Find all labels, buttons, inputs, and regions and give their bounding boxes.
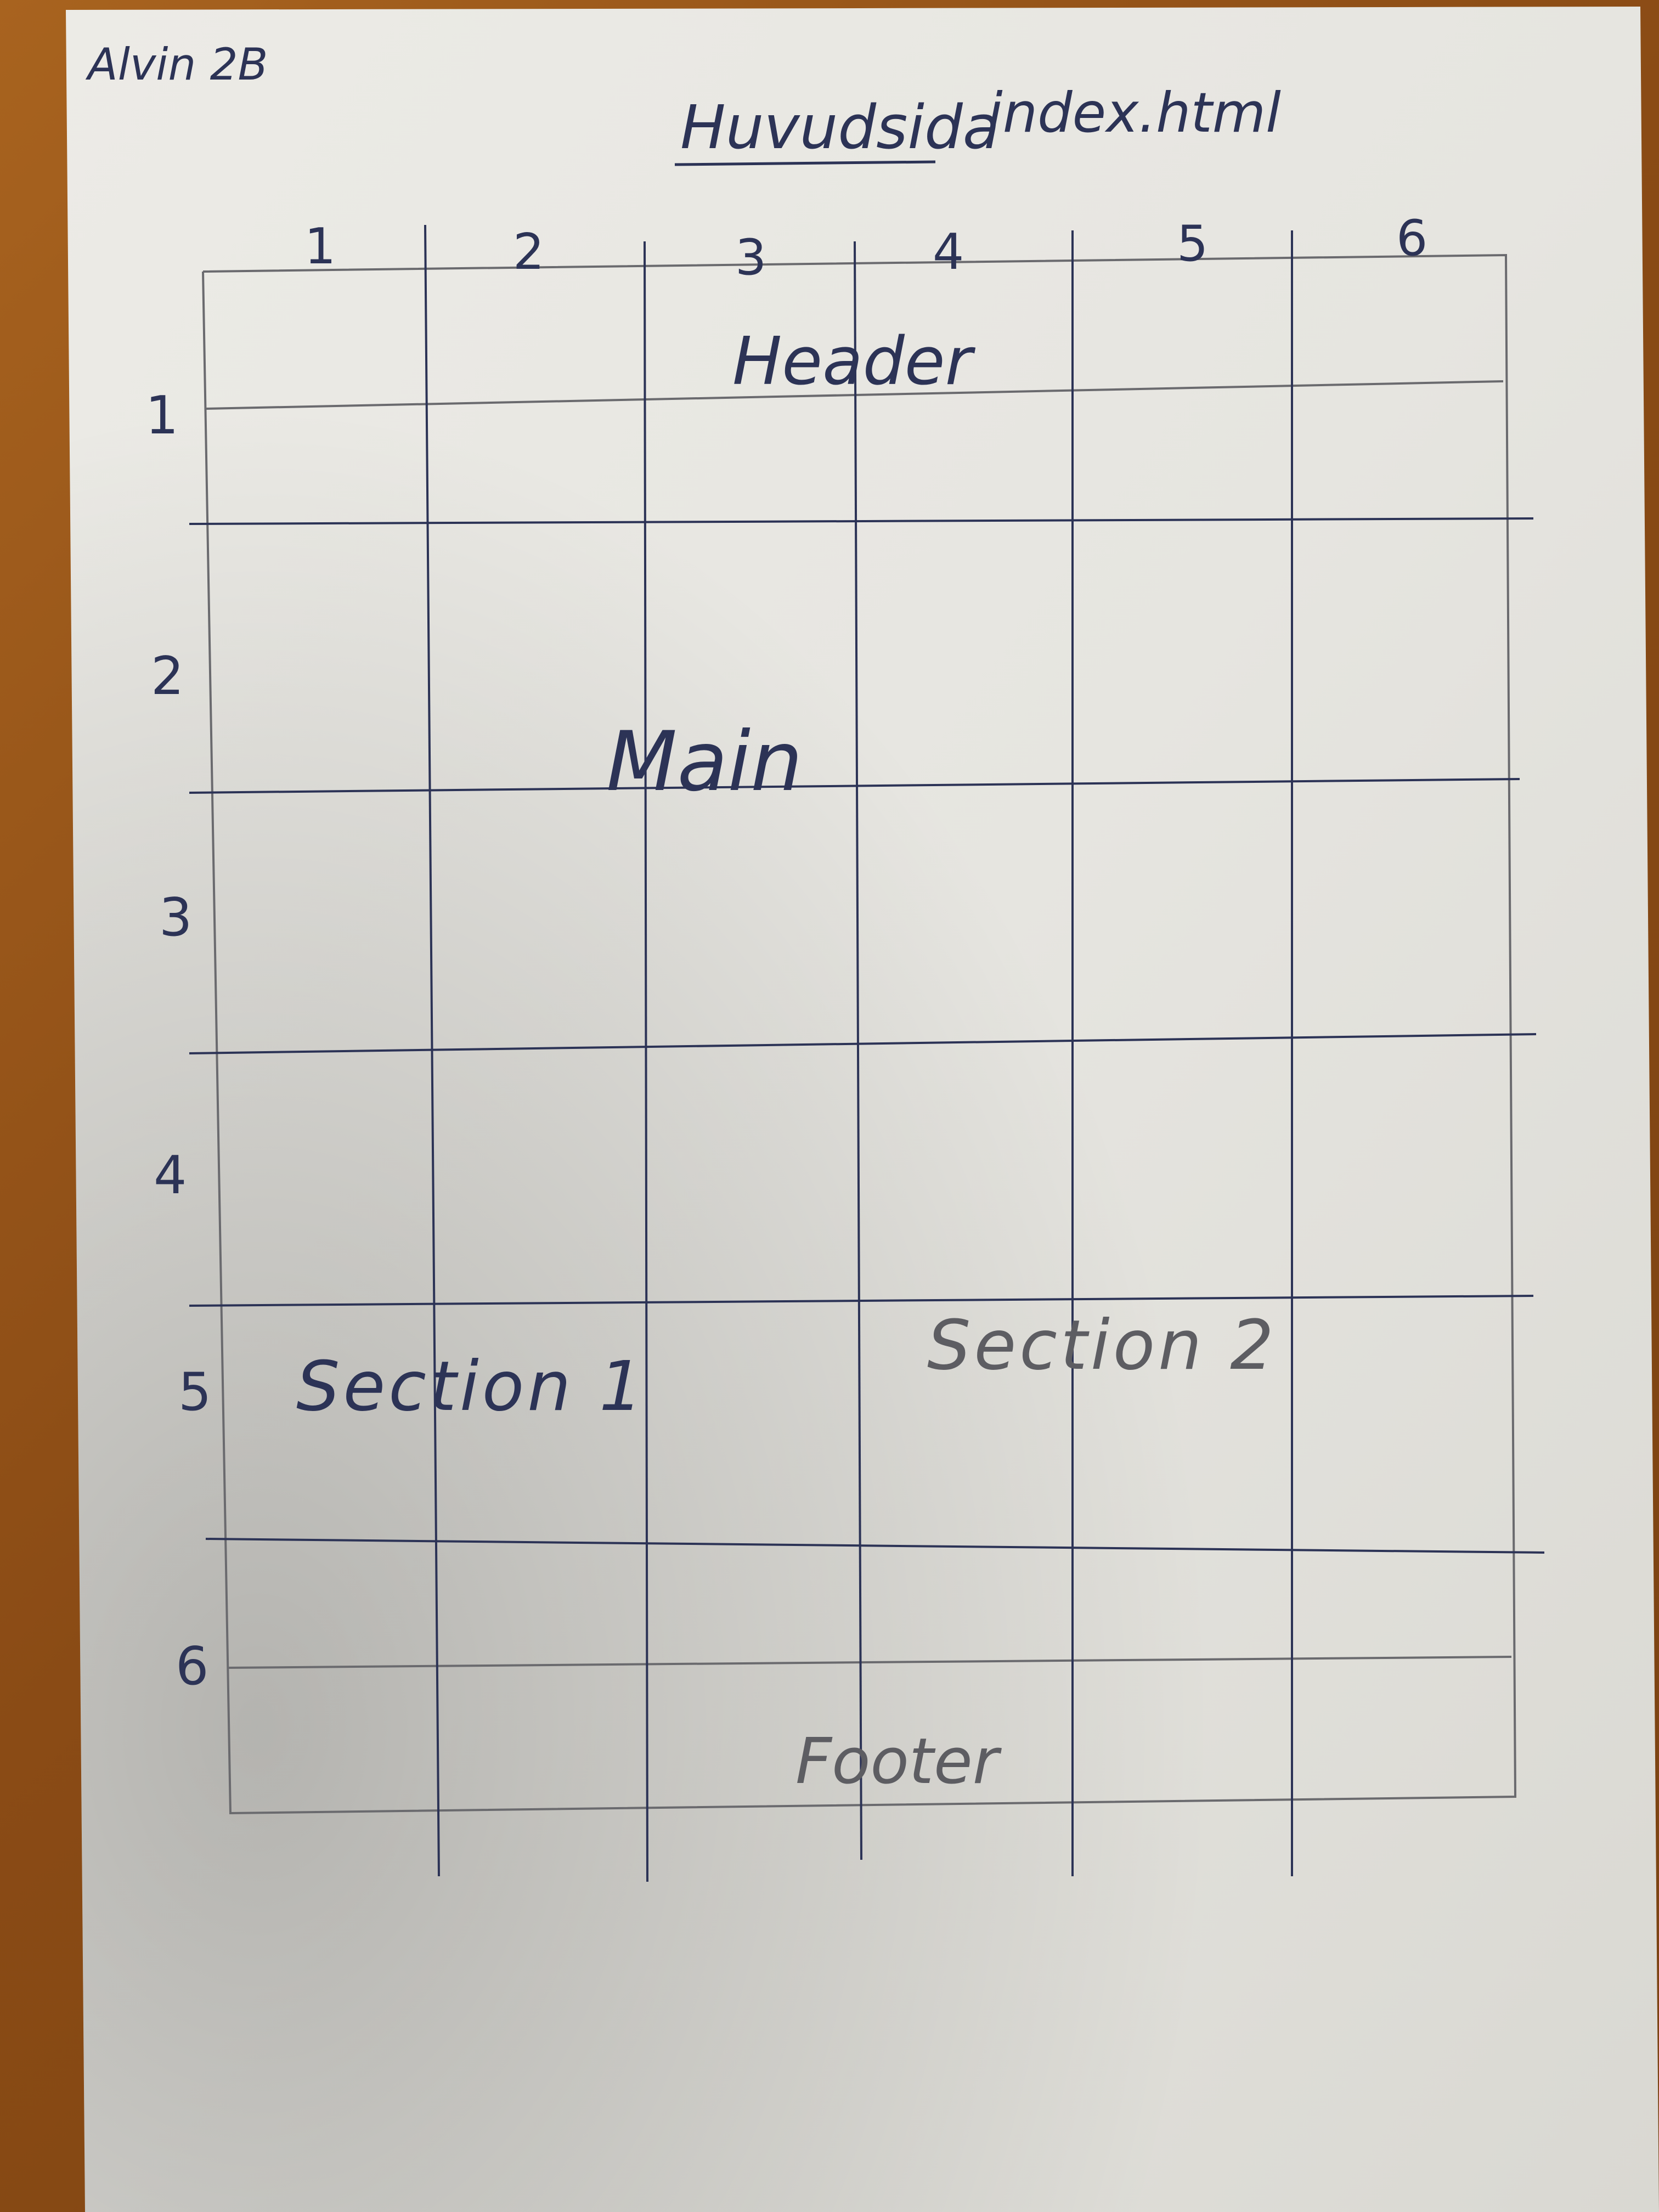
file-name: index.html [988,81,1281,145]
column-number-1: 1 [304,218,336,275]
row-number-4: 4 [154,1146,187,1206]
paper-shadow [66,7,1659,2212]
column-numbers: 1 2 3 4 5 6 [304,210,1427,286]
area-label-header: Header [732,324,976,400]
row-number-6: 6 [176,1637,208,1697]
author-note: Alvin 2B [85,39,268,90]
column-number-6: 6 [1396,210,1427,267]
sheet-title: Huvudsida [680,92,1000,162]
row-number-1: 1 [145,386,178,446]
row-number-2: 2 [151,646,184,707]
area-label-section-1: Section 1 [296,1347,646,1426]
column-number-4: 4 [933,223,964,281]
column-number-3: 3 [735,229,766,286]
column-number-2: 2 [513,223,544,281]
title-underline [674,160,936,166]
column-number-5: 5 [1177,215,1208,273]
area-label-section-2: Section 2 [927,1306,1277,1385]
row-number-5: 5 [178,1362,211,1423]
row-number-3: 3 [159,888,192,948]
row-numbers: 1 2 3 4 5 6 [145,386,211,1697]
area-label-main: Main [606,714,803,810]
ink-grid [189,224,1545,1882]
area-label-footer: Footer [795,1725,1002,1798]
